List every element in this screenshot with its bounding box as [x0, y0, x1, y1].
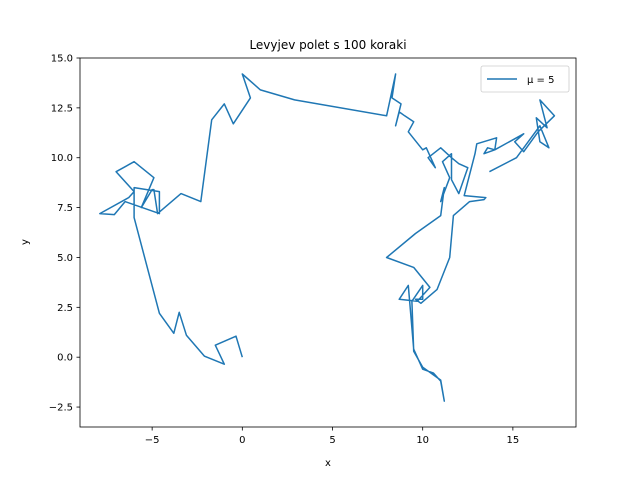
axes-frame [79, 57, 577, 428]
legend: μ = 5 [480, 65, 570, 93]
y-tick-label: 10.0 [51, 153, 73, 164]
legend-label: μ = 5 [527, 75, 554, 86]
series-layer [99, 73, 556, 402]
plot-area [80, 58, 576, 427]
x-axis: −5 0 5 10 15 [145, 427, 519, 446]
x-tick-label: −5 [145, 435, 160, 446]
plot-background [80, 58, 576, 427]
series-line-0 [99, 73, 556, 402]
y-tick-label: 15.0 [51, 54, 73, 65]
y-axis-label: y [20, 239, 31, 245]
chart-title: Levyjev polet s 100 koraki [249, 38, 406, 52]
y-tick-label: 7.5 [57, 203, 73, 214]
y-tick-label: −2.5 [49, 403, 73, 414]
legend-box [480, 65, 570, 93]
x-tick-label: 5 [329, 435, 335, 446]
x-tick-label: 0 [239, 435, 245, 446]
y-tick-label: 0.0 [57, 353, 73, 364]
y-tick-label: 12.5 [51, 103, 73, 114]
y-axis: −2.5 0.0 2.5 5.0 7.5 10.0 12.5 15.0 [49, 54, 80, 414]
y-tick-label: 2.5 [57, 303, 73, 314]
y-tick-label: 5.0 [57, 253, 73, 264]
x-tick-label: 15 [507, 435, 520, 446]
x-tick-label: 10 [416, 435, 429, 446]
x-axis-label: x [325, 458, 331, 469]
